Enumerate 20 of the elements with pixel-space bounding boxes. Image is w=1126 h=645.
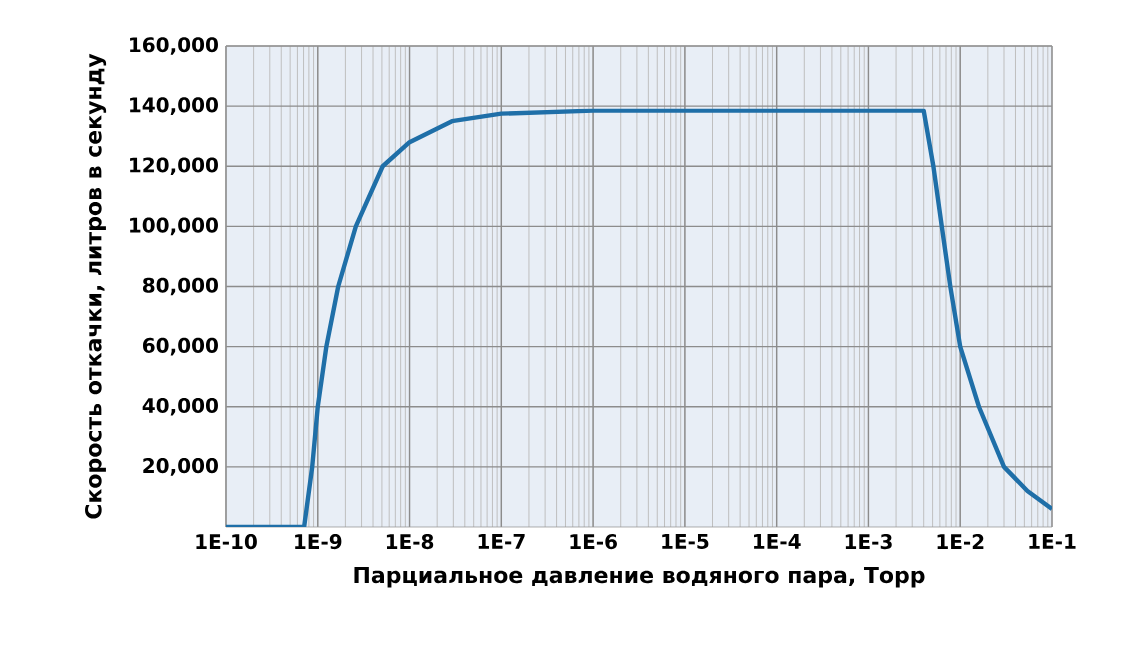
y-axis-title: Скорость откачки, литров в секунду — [85, 53, 107, 519]
x-tick-label: 1E-3 — [845, 534, 892, 550]
x-tick-label: 1E-10 — [196, 534, 257, 550]
x-tick-label: 1E-9 — [295, 534, 342, 550]
x-tick-label: 1E-7 — [478, 534, 525, 549]
y-tick-label: 140,000 — [130, 97, 218, 115]
x-tick-label: 1E-6 — [570, 534, 617, 550]
x-tick-label: 1E-2 — [937, 534, 984, 549]
x-tick-label: 1E-1 — [1029, 534, 1076, 549]
y-tick-label: 160,000 — [130, 37, 218, 55]
y-tick-label: 120,000 — [130, 157, 218, 176]
y-tick-label: 80,000 — [142, 277, 218, 296]
x-tick-label: 1E-8 — [386, 534, 434, 550]
y-tick-label: 20,000 — [143, 458, 218, 476]
y-tick-label: 60,000 — [143, 337, 218, 356]
x-axis-title: Парциальное давление водяного пара, Торр — [354, 566, 925, 588]
x-tick-label: 1E-4 — [754, 534, 801, 549]
y-tick-label: 40,000 — [142, 397, 218, 416]
x-tick-label: 1E-5 — [662, 534, 709, 549]
y-tick-label: 100,000 — [130, 217, 218, 236]
